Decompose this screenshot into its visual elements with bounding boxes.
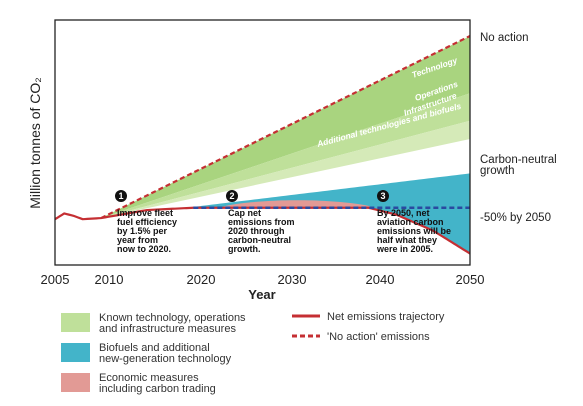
x-tick: 2050: [456, 272, 485, 287]
legend-label: 'No action' emissions: [327, 331, 430, 343]
band-infrastructure: [101, 120, 470, 219]
annotation-line: emissions will be: [377, 226, 451, 236]
annotation-line: fuel efficiency: [117, 217, 177, 227]
x-tick: 2005: [41, 272, 70, 287]
legend-label: new-generation technology: [99, 353, 232, 365]
legend-swatch-economic: [61, 373, 90, 392]
annotation-line: By 2050, net: [377, 208, 430, 218]
annotation-line: by 1.5% per: [117, 226, 168, 236]
annotation-line: aviation carbon: [377, 217, 444, 227]
annotation-line: growth.: [228, 244, 261, 254]
legend: Known technology, operations and infrast…: [61, 311, 445, 395]
annotation-3: 3 By 2050, net aviation carbon emissions…: [376, 190, 451, 254]
x-axis: 2005 2010 2020 2030 2040 2050 Year: [41, 272, 485, 302]
x-tick: 2040: [366, 272, 395, 287]
y-axis-label: Million tonnes of CO₂: [27, 77, 43, 209]
annotation-number: 3: [380, 191, 385, 201]
annotation-line: were in 2005.: [376, 244, 433, 254]
label-no-action: No action: [480, 32, 529, 44]
legend-label: including carbon trading: [99, 383, 216, 395]
series-no-action-line: [100, 35, 471, 220]
annotation-1: 1 Improve fleet fuel efficiency by 1.5% …: [115, 190, 177, 254]
legend-swatch-biofuels: [61, 343, 90, 362]
label-carbon-neutral-1: Carbon-neutral: [480, 154, 557, 166]
annotation-line: Improve fleet: [117, 208, 173, 218]
label-carbon-neutral-2: growth: [480, 165, 515, 177]
annotation-line: Cap net: [228, 208, 261, 218]
annotation-line: 2020 through: [228, 226, 285, 236]
annotation-line: half what they: [377, 235, 437, 245]
annotation-line: emissions from: [228, 217, 295, 227]
annotation-badge: [226, 190, 238, 202]
legend-label: and infrastructure measures: [99, 323, 236, 335]
annotation-line: year from: [117, 235, 158, 245]
x-axis-label: Year: [248, 287, 275, 302]
annotation-number: 2: [229, 191, 234, 201]
annotation-number: 1: [118, 191, 123, 201]
chart-lines: [54, 35, 471, 255]
x-tick: 2010: [95, 272, 124, 287]
legend-label: Biofuels and additional: [99, 342, 210, 354]
legend-label: Net emissions trajectory: [327, 311, 445, 323]
label-half-2050: -50% by 2050: [480, 212, 551, 224]
annotation-badge: [115, 190, 127, 202]
band-biofuels: [193, 173, 471, 254]
band-economic: [221, 200, 374, 208]
legend-swatch-known: [61, 313, 90, 332]
legend-label: Known technology, operations: [99, 312, 246, 324]
annotation-line: now to 2020.: [117, 244, 171, 254]
annotation-line: carbon-neutral: [228, 235, 291, 245]
band-operations: [101, 93, 470, 219]
annotation-badge: [377, 190, 389, 202]
legend-label: Economic measures: [99, 372, 199, 384]
annotation-2: 2 Cap net emissions from 2020 through ca…: [226, 190, 295, 254]
series-net-emissions-line: [54, 206, 471, 255]
x-tick: 2030: [278, 272, 307, 287]
plot-frame: [54, 19, 471, 266]
x-tick: 2020: [187, 272, 216, 287]
